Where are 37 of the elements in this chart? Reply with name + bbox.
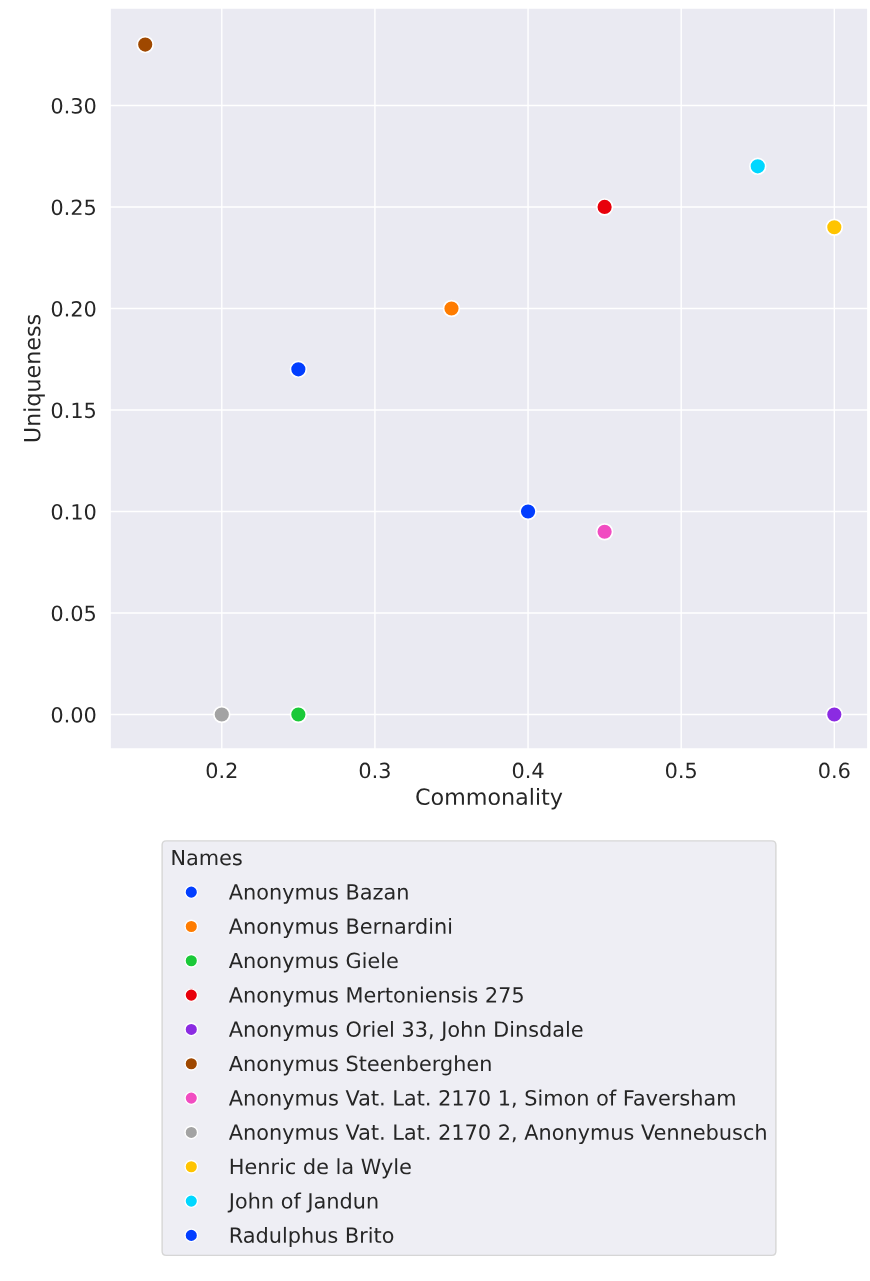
point [442, 299, 461, 318]
legend-label: Henric de la Wyle [230, 1158, 411, 1179]
y-tick-label: 0.30 [51, 97, 96, 114]
legend-label: Anonymus Bernardini [228, 917, 452, 939]
legend-label: Anonymus Vat. Lat. 2170 2, Anonymus Vennebusch [228, 1123, 766, 1145]
legend-label: John of Jandun [227, 1192, 378, 1213]
point [595, 523, 614, 541]
legend-label: Anonymus Oriel 33, John Dinsdale [228, 1020, 583, 1042]
point [825, 218, 844, 237]
legend-label: Radulphus Brito [230, 1226, 394, 1248]
legend-label: Anonymus Vat. Lat. 2170 1, Simon of Faversham [228, 1089, 735, 1110]
point [289, 705, 308, 724]
x-tick-label: 0.4 [512, 762, 544, 779]
y-tick-label: 0.00 [51, 706, 96, 723]
legend-label: Anonymus Bazan [228, 884, 408, 904]
point [595, 198, 614, 216]
x-axis-title: Commonality [416, 787, 563, 810]
legend-title: Names [172, 849, 242, 866]
legend-label: Anonymus Giele [228, 952, 398, 973]
x-tick-label: 0.3 [359, 762, 390, 779]
legend-label: Anonymus Steenberghen [228, 1055, 491, 1076]
y-tick-label: 0.10 [51, 503, 96, 520]
x-tick-label: 0.2 [206, 762, 237, 779]
y-tick-label: 0.15 [51, 402, 95, 419]
point [748, 157, 767, 176]
point [136, 35, 154, 54]
y-tick-label: 0.25 [51, 199, 95, 216]
y-tick-label: 0.20 [51, 300, 96, 317]
x-tick-label: 0.6 [819, 762, 850, 779]
legend-label: Anonymus Mertoniensis 275 [228, 986, 523, 1007]
y-axis-title: Uniqueness [23, 314, 45, 442]
x-tick-label: 0.5 [665, 762, 696, 779]
point [213, 705, 231, 724]
point [825, 705, 844, 724]
point [519, 502, 537, 521]
y-tick-label: 0.05 [51, 605, 95, 622]
point [289, 360, 308, 379]
